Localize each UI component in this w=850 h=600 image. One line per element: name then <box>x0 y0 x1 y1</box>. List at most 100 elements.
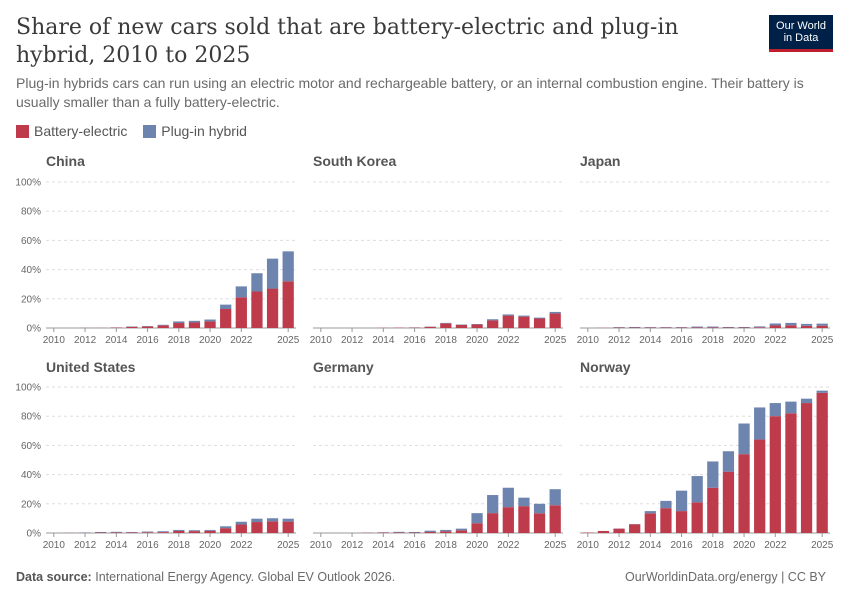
y-tick-label: 60% <box>21 236 41 247</box>
bar-phev-japan-2023 <box>785 322 797 326</box>
bar-bev-germany-2019 <box>455 530 468 533</box>
x-tick-label: 2020 <box>733 540 756 551</box>
x-tick-label: 2014 <box>372 540 395 551</box>
bar-bev-south-korea-2017 <box>424 326 436 328</box>
x-tick-label: 2022 <box>764 540 787 551</box>
bar-bev-norway-2014 <box>644 513 656 533</box>
bar-phev-united-states-2017 <box>157 531 169 533</box>
logo-line-1: Our World <box>776 20 826 32</box>
x-tick-label: 2010 <box>310 335 333 346</box>
x-tick-label: 2010 <box>43 540 66 551</box>
bar-bev-united-states-2020 <box>204 530 216 533</box>
logo-accent-bar <box>769 49 833 52</box>
legend-item-phev[interactable]: Plug-in hybrid <box>143 123 247 139</box>
bar-bev-united-states-2019 <box>188 531 201 533</box>
bar-bev-china-2015 <box>126 326 138 328</box>
x-tick-label: 2010 <box>310 540 333 551</box>
bar-bev-japan-2023 <box>785 325 797 328</box>
bar-bev-norway-2012 <box>613 528 625 533</box>
bar-phev-germany-2016 <box>408 531 421 533</box>
bar-phev-norway-2025 <box>816 390 828 393</box>
x-tick-label: 2018 <box>168 335 191 346</box>
legend-swatch-phev <box>143 124 157 138</box>
x-tick-label: 2016 <box>670 335 693 346</box>
bar-phev-germany-2018 <box>440 529 452 532</box>
bar-phev-united-states-2016 <box>141 531 154 533</box>
bar-bev-norway-2025 <box>816 392 828 533</box>
bar-phev-germany-2021 <box>487 495 499 514</box>
bar-phev-united-states-2020 <box>204 529 216 531</box>
bar-bev-south-korea-2018 <box>440 323 452 328</box>
y-tick-label: 20% <box>21 499 41 510</box>
legend-item-bev[interactable]: Battery-electric <box>16 123 127 139</box>
bar-phev-germany-2025 <box>549 489 561 506</box>
x-tick-label: 2025 <box>544 540 567 551</box>
bar-bev-united-states-2022 <box>235 524 247 533</box>
logo-line-2: in Data <box>783 32 819 44</box>
bar-phev-japan-2018 <box>707 326 719 328</box>
bar-phev-south-korea-2021 <box>487 319 499 321</box>
bar-bev-japan-2018 <box>707 327 719 328</box>
bar-phev-japan-2021 <box>754 326 766 328</box>
y-tick-label: 80% <box>21 412 41 423</box>
data-source-text[interactable]: International Energy Agency. Global EV O… <box>95 570 396 584</box>
bar-phev-norway-2014 <box>644 511 656 514</box>
bar-phev-china-2018 <box>173 321 185 324</box>
bar-phev-japan-2025 <box>816 323 828 326</box>
bar-bev-japan-2021 <box>754 327 766 328</box>
chart-subtitle: Plug-in hybrids cars can run using an el… <box>16 75 804 110</box>
bar-bev-united-states-2015 <box>126 532 138 533</box>
bar-phev-japan-2019 <box>722 326 735 328</box>
x-tick-label: 2025 <box>544 335 567 346</box>
bar-phev-germany-2020 <box>471 513 483 524</box>
bar-phev-united-states-2022 <box>235 521 247 525</box>
bar-phev-china-2022 <box>235 286 247 298</box>
x-tick-label: 2022 <box>230 540 253 551</box>
bar-bev-united-states-2021 <box>220 528 232 533</box>
bar-bev-norway-2020 <box>738 454 750 533</box>
bar-phev-japan-2013 <box>629 326 641 328</box>
bar-phev-germany-2024 <box>533 503 546 514</box>
bar-bev-united-states-2025 <box>282 521 294 533</box>
bar-bev-japan-2025 <box>816 325 828 328</box>
x-tick-label: 2010 <box>43 335 66 346</box>
x-tick-label: 2018 <box>702 335 725 346</box>
x-tick-label: 2010 <box>577 540 600 551</box>
bar-phev-united-states-2025 <box>282 518 294 522</box>
bar-phev-south-korea-2023 <box>518 315 530 317</box>
y-tick-label: 80% <box>21 207 41 218</box>
x-tick-label: 2012 <box>341 335 364 346</box>
panel-title-japan: Japan <box>580 153 620 169</box>
x-tick-label: 2018 <box>702 540 725 551</box>
bar-bev-south-korea-2020 <box>471 324 483 328</box>
data-source-label: Data source: <box>16 570 92 584</box>
bar-phev-germany-2019 <box>455 528 468 531</box>
small-multiples-chart: China 0% 20% 40% 60% 80% 100% 2010 2012 2014 2016 2… <box>15 153 833 551</box>
x-tick-label: 2020 <box>199 540 222 551</box>
bar-phev-south-korea-2022 <box>502 314 514 316</box>
x-tick-label: 2012 <box>74 335 97 346</box>
x-tick-label: 2018 <box>168 540 191 551</box>
x-tick-label: 2020 <box>199 335 222 346</box>
bar-bev-china-2016 <box>141 326 154 328</box>
bar-phev-norway-2017 <box>691 476 703 503</box>
bar-phev-united-states-2019 <box>188 530 201 532</box>
y-tick-label: 20% <box>21 294 41 305</box>
bar-phev-norway-2022 <box>769 403 781 417</box>
bar-bev-china-2019 <box>188 322 201 328</box>
y-tick-label: 100% <box>15 178 41 189</box>
bar-phev-japan-2017 <box>691 326 703 328</box>
x-tick-label: 2012 <box>608 540 631 551</box>
x-tick-label: 2014 <box>639 540 662 551</box>
footer-link[interactable]: OurWorldinData.org/energy | CC BY <box>624 570 826 584</box>
owid-logo[interactable]: Our World in Data <box>769 15 833 52</box>
x-tick-label: 2014 <box>639 335 662 346</box>
y-tick-label: 40% <box>21 265 41 276</box>
x-tick-label: 2018 <box>435 540 458 551</box>
bar-bev-china-2025 <box>282 281 294 328</box>
bar-bev-united-states-2024 <box>266 521 279 533</box>
bar-phev-united-states-2018 <box>173 529 185 531</box>
x-tick-label: 2010 <box>577 335 600 346</box>
bar-phev-norway-2023 <box>785 401 797 414</box>
bar-bev-norway-2022 <box>769 416 781 533</box>
